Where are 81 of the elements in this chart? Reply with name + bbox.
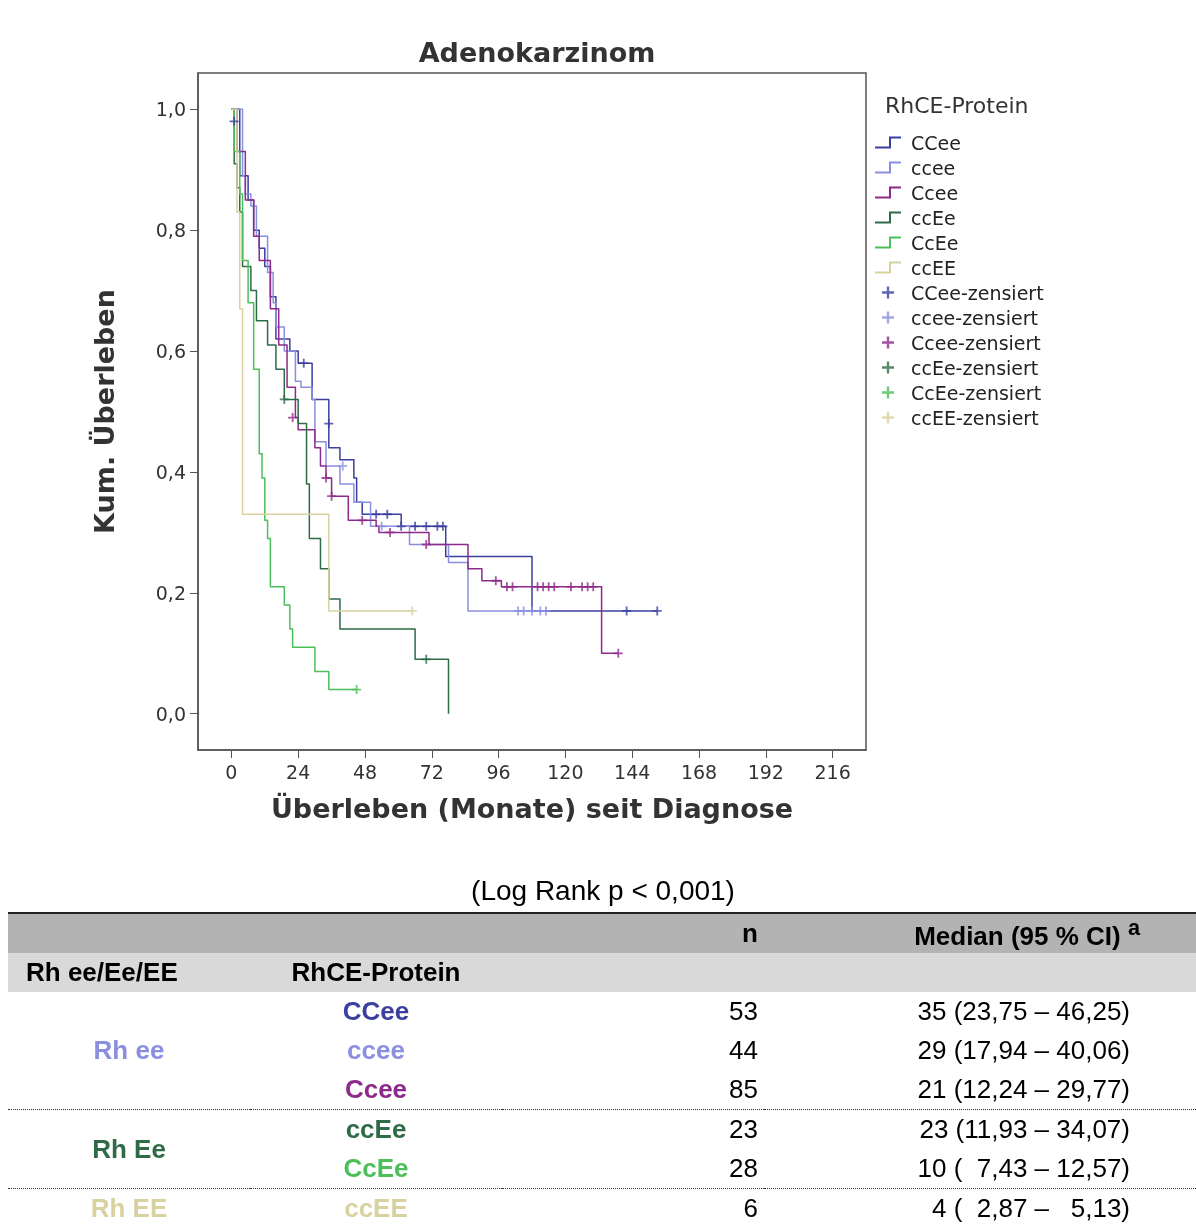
text: 44 [728, 1034, 759, 1067]
point [527, 606, 537, 616]
text: 35 (23,75 – 46,25) [916, 995, 1131, 1028]
legend-label: ccEE [911, 256, 956, 279]
point [371, 509, 381, 519]
legend-label: Ccee [911, 181, 959, 204]
legend-label: ccEe [911, 206, 956, 229]
y-tick-label: 0,8 [155, 219, 186, 242]
point [549, 582, 559, 592]
legend-label: ccee-zensiert [911, 306, 1038, 329]
legend-label: ccEE-zensiert [911, 406, 1039, 429]
x-tick-label: 96 [486, 760, 511, 783]
legend-label: CcEe-zensiert [911, 381, 1042, 404]
point [407, 606, 417, 616]
text: 4 ( 2,87 – 5,13) [931, 1192, 1131, 1225]
x-axis-title: Überleben (Monate) seit Diagnose [270, 792, 794, 824]
text: 10 ( 7,43 – 12,57) [764, 1149, 1196, 1189]
text: Rh Ee [8, 1109, 250, 1189]
point [410, 521, 420, 531]
y-tick-label: 0,2 [155, 581, 186, 604]
text: CcEe [250, 1149, 502, 1189]
point [519, 606, 529, 616]
legend-label: CcEe [911, 231, 959, 254]
point [438, 521, 448, 531]
point [566, 582, 576, 592]
table-subheader: Rh ee/Ee/EE RhCE-Protein [8, 953, 1196, 992]
point [588, 582, 598, 592]
point [299, 358, 309, 368]
x-tick-label: 168 [680, 760, 718, 783]
x-tick-label: 72 [419, 760, 444, 783]
x-tick-label: 144 [614, 760, 651, 783]
text: 23 (11,93 – 34,07) [918, 1113, 1131, 1146]
text: Rh EE [89, 1192, 169, 1225]
text: 21 (12,24 – 29,77) [764, 1070, 1196, 1110]
point [338, 461, 348, 471]
text: 23 [728, 1113, 759, 1146]
x-tick-label: 24 [286, 760, 311, 783]
point [421, 521, 431, 531]
y-axis-title: Kum. Überleben [88, 289, 120, 534]
y-tick-label: 0,0 [155, 702, 186, 725]
y-tick-label: 0,4 [155, 460, 186, 483]
point [421, 654, 431, 664]
table-header: n Median (95 % CI) $^{a}$ [8, 913, 1196, 953]
x-tick-label: 0 [225, 760, 238, 783]
point [613, 648, 623, 658]
point [396, 521, 406, 531]
legend-label: CCee-zensiert [911, 281, 1044, 304]
point [652, 606, 662, 616]
legend-label: CCee [911, 131, 961, 154]
text: 28 [502, 1149, 764, 1189]
point [357, 515, 367, 525]
text: CCee [341, 995, 411, 1028]
text: 6 [742, 1192, 759, 1225]
chart-title: Adenokarzinom [418, 37, 656, 68]
text: (Log Rank p < 0,001) [470, 874, 736, 908]
text: Rh ee [8, 992, 250, 1110]
y-tick-label: 1,0 [155, 98, 186, 121]
text: 85 [502, 1070, 764, 1110]
x-tick-label: 48 [352, 760, 378, 783]
text: ccEe [344, 1113, 408, 1146]
y-tick-label: 0,6 [155, 340, 186, 363]
legend-title: RhCE-Protein [885, 92, 1029, 118]
point [385, 527, 395, 537]
point [321, 473, 331, 483]
x-tick-label: 216 [814, 760, 851, 783]
x-tick-label: 120 [547, 760, 584, 783]
point [622, 606, 632, 616]
point [382, 509, 392, 519]
text: ccee [346, 1034, 406, 1067]
text: Ccee [250, 1070, 502, 1110]
text: 29 (17,94 – 40,06) [916, 1034, 1131, 1067]
x-tick-label: 192 [747, 760, 784, 783]
legend-label: ccee [911, 156, 956, 179]
point [491, 576, 501, 586]
point [229, 116, 239, 126]
point [327, 491, 337, 501]
text: ccEE [343, 1192, 409, 1225]
text: 53 [728, 995, 759, 1028]
legend-label: ccEe-zensiert [911, 356, 1039, 379]
point [377, 521, 387, 531]
legend-label: Ccee-zensiert [911, 331, 1041, 354]
